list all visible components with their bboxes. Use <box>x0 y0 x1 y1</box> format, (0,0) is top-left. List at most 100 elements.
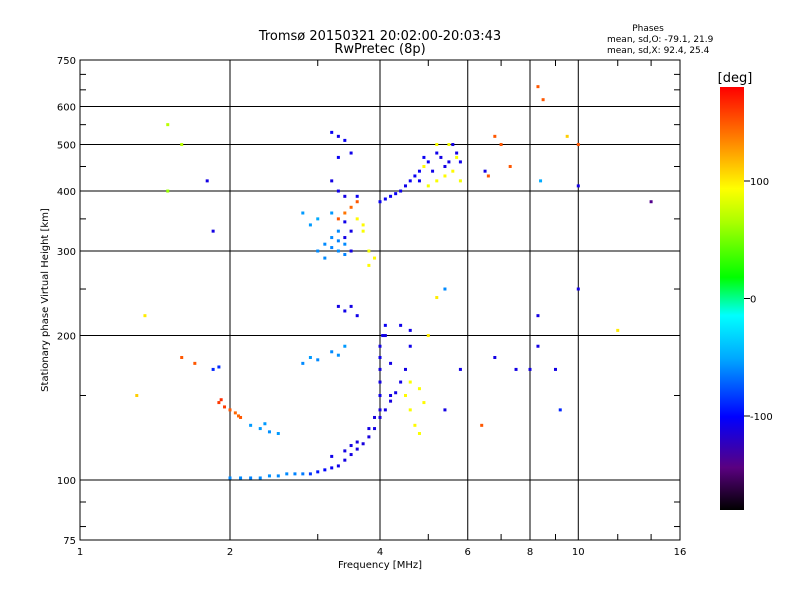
data-point <box>378 355 382 359</box>
data-point <box>343 253 347 257</box>
y-tick-label: 500 <box>57 141 76 152</box>
data-point <box>355 217 359 221</box>
data-point <box>486 174 490 178</box>
data-point <box>323 468 327 472</box>
colorbar-tick-label: 100 <box>750 177 769 188</box>
data-point <box>378 394 382 398</box>
data-point <box>301 361 305 365</box>
chart-title: Tromsø 20150321 20:02:00-20:03:43 <box>258 29 501 44</box>
data-point <box>205 179 209 183</box>
data-point <box>233 411 237 415</box>
data-point <box>536 344 540 348</box>
data-point <box>458 160 462 164</box>
data-point <box>143 314 147 318</box>
data-point <box>343 309 347 313</box>
data-point <box>336 353 340 357</box>
data-point <box>343 458 347 462</box>
data-point <box>458 179 462 183</box>
data-point <box>135 394 139 398</box>
data-point <box>493 134 497 138</box>
data-point <box>565 134 569 138</box>
data-point <box>417 387 421 391</box>
data-point <box>558 408 562 412</box>
data-point <box>180 355 184 359</box>
data-point <box>219 398 223 402</box>
data-point <box>349 205 353 209</box>
data-point <box>316 358 320 362</box>
data-point <box>336 155 340 159</box>
data-point <box>367 427 371 431</box>
x-tick-label: 16 <box>674 547 687 558</box>
data-point <box>408 328 412 332</box>
data-point <box>343 211 347 215</box>
data-point <box>443 164 447 168</box>
data-point <box>389 194 393 198</box>
data-point <box>426 184 430 188</box>
phases-o-stats: mean, sd,O: -79.1, 21.9 <box>607 35 714 45</box>
data-point <box>217 401 221 405</box>
data-point <box>399 323 403 327</box>
data-point <box>355 194 359 198</box>
data-point <box>263 422 267 426</box>
data-point <box>493 355 497 359</box>
y-tick-label: 200 <box>57 332 76 343</box>
data-point <box>399 380 403 384</box>
data-point <box>451 143 455 147</box>
data-point <box>378 200 382 204</box>
data-point <box>361 223 365 227</box>
data-point <box>267 474 271 478</box>
data-point <box>443 174 447 178</box>
data-point <box>422 164 426 168</box>
data-point <box>316 217 320 221</box>
data-point <box>413 174 417 178</box>
data-point <box>553 367 557 371</box>
data-points <box>135 85 653 480</box>
data-point <box>499 143 503 147</box>
data-point <box>343 242 347 246</box>
phases-x-stats: mean, sd,X: 92.4, 25.4 <box>607 46 710 56</box>
data-point <box>480 423 484 427</box>
data-point <box>336 464 340 468</box>
data-point <box>355 314 359 318</box>
data-point <box>378 408 382 412</box>
data-point <box>394 391 398 395</box>
data-point <box>383 197 387 201</box>
data-point <box>276 474 280 478</box>
data-point <box>249 476 253 480</box>
x-tick-label: 6 <box>465 547 471 558</box>
data-point <box>394 192 398 196</box>
y-axis-label: Stationary phase Virtual Height [km] <box>40 208 51 392</box>
data-point <box>361 442 365 446</box>
data-point <box>455 151 459 155</box>
data-point <box>403 184 407 188</box>
data-point <box>308 472 312 476</box>
data-point <box>378 367 382 371</box>
data-point <box>367 263 371 267</box>
y-tick-label: 750 <box>57 56 76 67</box>
colorbar-tick-label: 0 <box>750 295 756 306</box>
data-point <box>443 287 447 291</box>
data-point <box>336 249 340 253</box>
data-point <box>408 380 412 384</box>
data-point <box>389 394 393 398</box>
data-point <box>435 143 439 147</box>
data-point <box>355 200 359 204</box>
data-point <box>373 256 377 260</box>
data-point <box>417 432 421 436</box>
data-point <box>349 151 353 155</box>
data-point <box>426 160 430 164</box>
data-point <box>435 179 439 183</box>
data-point <box>399 189 403 193</box>
y-tick-label: 400 <box>57 187 76 198</box>
data-point <box>536 85 540 89</box>
data-point <box>285 472 289 476</box>
data-point <box>373 427 377 431</box>
data-point <box>323 242 327 246</box>
y-tick-label: 100 <box>57 476 76 487</box>
data-point <box>389 399 393 403</box>
data-point <box>301 211 305 215</box>
grid-lines <box>80 60 680 540</box>
data-point <box>508 164 512 168</box>
data-point <box>316 249 320 253</box>
data-point <box>349 444 353 448</box>
